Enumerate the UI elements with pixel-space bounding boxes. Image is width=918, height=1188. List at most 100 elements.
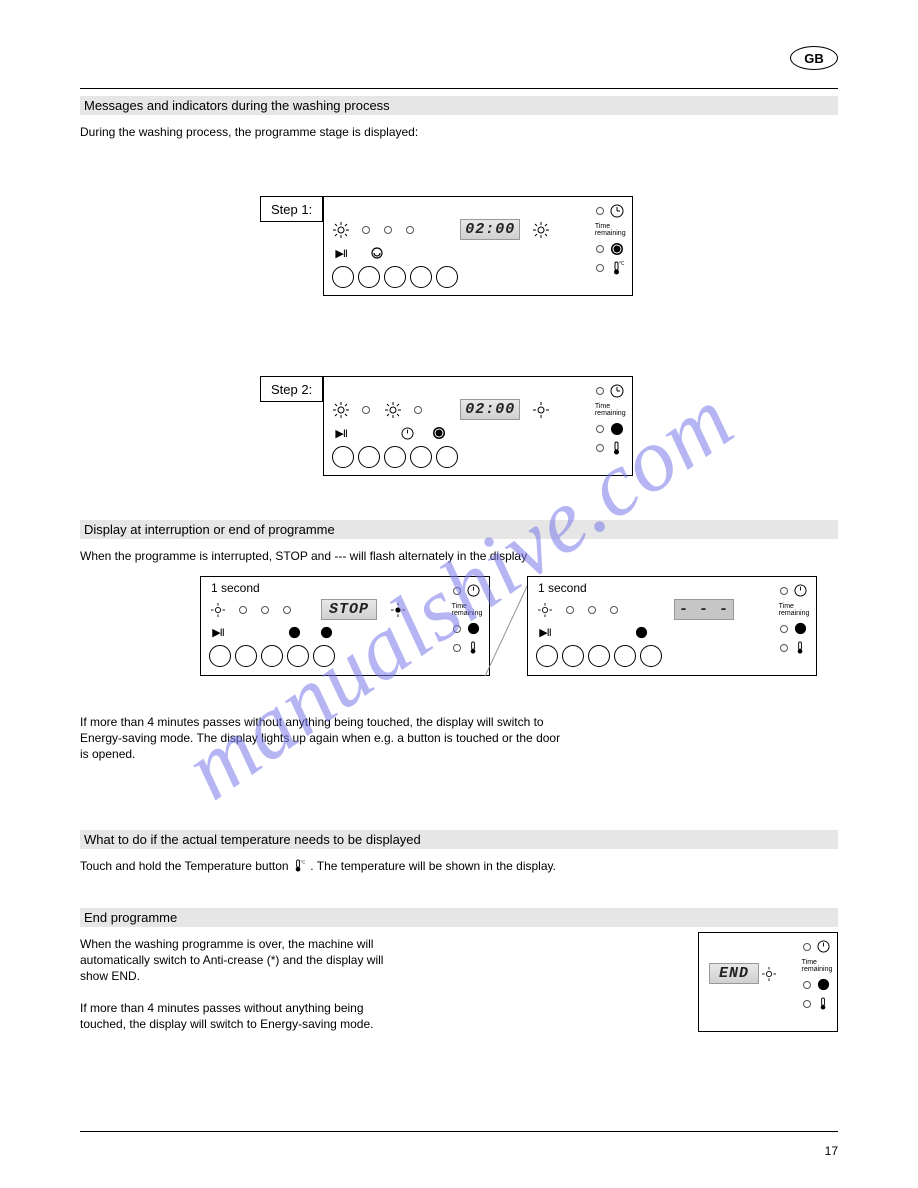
panel-stop-left-main: STOP ▶II (209, 599, 407, 667)
spiral-icon (368, 246, 386, 260)
footer-rule (80, 1131, 838, 1132)
clock-icon (816, 939, 831, 954)
time-remaining-label: Time remaining (810, 958, 825, 973)
clock-icon (609, 383, 624, 398)
section-4-para1-line2: automatically switch to Anti-crease (*) … (80, 952, 658, 968)
button-circle (562, 645, 584, 667)
panel-end-lcd-row: END (709, 963, 780, 984)
section-4-para2-line2: touched, the display will switch to Ener… (80, 1016, 658, 1032)
play-pause-icon: ▶II (209, 626, 227, 639)
step-2-row: Step 2: 02:00 ▶II (260, 376, 633, 476)
lcd-display: - - - (674, 599, 734, 620)
led-icon (453, 644, 461, 652)
led-icon (780, 644, 788, 652)
section-4-para1: When the washing programme is over, the … (80, 936, 658, 985)
sun-icon (762, 967, 780, 981)
panel-pair: 1 second STOP ▶II (200, 576, 817, 676)
sun-icon (532, 222, 550, 238)
language-badge: GB (790, 46, 838, 70)
clock-icon (793, 583, 808, 598)
led-icon (780, 625, 788, 633)
step-1-label: Step 1: (271, 202, 312, 217)
section-2-para2-line1: If more than 4 minutes passes without an… (80, 714, 838, 730)
time-remaining-label: Time remaining (787, 602, 802, 617)
temperature-icon (609, 440, 624, 455)
section-2: Display at interruption or end of progra… (80, 520, 838, 539)
sun-icon (332, 222, 350, 238)
led-icon (453, 587, 461, 595)
button-circle (436, 266, 458, 288)
step-2-label-box: Step 2: (260, 376, 323, 402)
section-1: Messages and indicators during the washi… (80, 96, 838, 115)
panel-duration-label: 1 second (211, 581, 260, 595)
panel-step2-main: 02:00 ▶II (332, 399, 550, 468)
button-circle (384, 446, 406, 468)
led-icon (453, 625, 461, 633)
sun-icon (536, 603, 554, 617)
section-3-text-post: . The temperature will be shown in the d… (310, 859, 556, 873)
time-remaining-label: Time remaining (603, 222, 618, 237)
button-circle (536, 645, 558, 667)
button-circle (332, 446, 354, 468)
temperature-icon (816, 996, 831, 1011)
step-1-row: Step 1: 02:00 ▶II (260, 196, 633, 296)
spiral-icon (793, 621, 808, 636)
play-pause-icon: ▶II (332, 247, 350, 260)
clock-icon (398, 427, 416, 440)
button-circle (640, 645, 662, 667)
time-remaining-label: Time remaining (460, 602, 475, 617)
spiral-icon (466, 621, 481, 636)
led-icon (596, 264, 604, 272)
section-4-para1-line1: When the washing programme is over, the … (80, 936, 658, 952)
lcd-display: 02:00 (460, 399, 520, 420)
led-icon (566, 606, 574, 614)
led-icon (596, 387, 604, 395)
led-icon (596, 245, 604, 253)
led-icon (362, 406, 370, 414)
panel-step2: 02:00 ▶II (323, 376, 633, 476)
lcd-display: 02:00 (460, 219, 520, 240)
led-icon (362, 226, 370, 234)
title-rule (80, 88, 838, 89)
led-icon (588, 606, 596, 614)
svg-text:°C: °C (300, 860, 305, 865)
play-pause-icon: ▶II (536, 626, 554, 639)
panel-stop-right-main: - - - ▶II (536, 599, 734, 667)
spiral-icon (609, 241, 624, 256)
section-3-text-pre: Touch and hold the Temperature button (80, 859, 292, 873)
play-pause-icon: ▶II (332, 427, 350, 440)
spiral-icon (609, 421, 624, 436)
sun-icon (384, 402, 402, 418)
spiral-icon (430, 426, 448, 440)
page-number: 17 (825, 1144, 838, 1158)
section-1-title: Messages and indicators during the washi… (80, 96, 838, 115)
section-2-title: Display at interruption or end of progra… (80, 520, 838, 539)
panel-stop-right: 1 second - - - ▶II (527, 576, 817, 676)
button-circle (358, 446, 380, 468)
panel-side-column: Time remaining (453, 583, 481, 655)
spiral-icon (632, 626, 650, 639)
panel-side-column: Time remaining (803, 939, 831, 1011)
sun-icon (532, 402, 550, 418)
page: GB Messages and indicators during the wa… (0, 0, 918, 1188)
led-icon (414, 406, 422, 414)
section-4: End programme (80, 908, 838, 927)
clock-icon (466, 583, 481, 598)
led-icon (596, 444, 604, 452)
lcd-display: END (709, 963, 759, 984)
button-circle (358, 266, 380, 288)
led-icon (596, 425, 604, 433)
temperature-icon (793, 640, 808, 655)
svg-text:°C: °C (619, 261, 624, 267)
button-circle (588, 645, 610, 667)
section-2-para2-line2: Energy-saving mode. The display lights u… (80, 730, 838, 746)
section-3: What to do if the actual temperature nee… (80, 830, 838, 849)
section-2-para2-line3: is opened. (80, 746, 838, 762)
led-icon (239, 606, 247, 614)
button-circle (410, 266, 432, 288)
spiral-icon (285, 626, 303, 639)
section-4-para2-line1: If more than 4 minutes passes without an… (80, 1000, 658, 1016)
section-3-title: What to do if the actual temperature nee… (80, 830, 838, 849)
led-icon (596, 207, 604, 215)
led-icon (384, 226, 392, 234)
